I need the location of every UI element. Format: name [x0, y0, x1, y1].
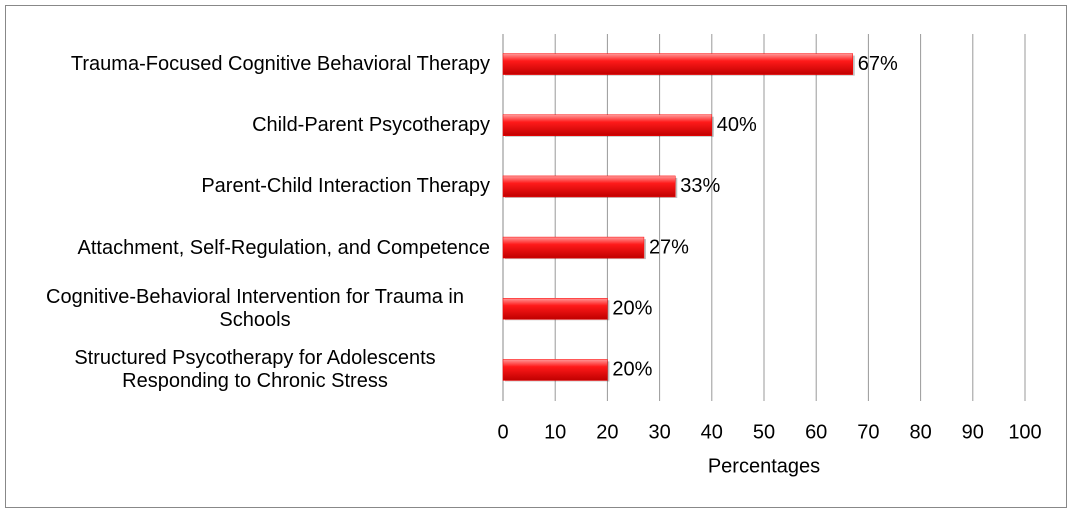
category-label-box: Parent-Child Interaction Therapy [10, 157, 490, 217]
data-label: 40% [717, 114, 757, 136]
x-tick-label: 0 [497, 421, 508, 443]
y-tick-label: Structured Psycotherapy for Adolescents … [74, 347, 436, 393]
x-tick-label: 20 [596, 421, 618, 443]
y-tick-label: Trauma-Focused Cognitive Behavioral Ther… [70, 53, 490, 76]
bar [502, 175, 676, 198]
bar [502, 298, 608, 320]
chart-border [5, 5, 1067, 508]
x-axis-label: Percentages [708, 455, 820, 477]
x-tick-label: 90 [962, 421, 984, 443]
data-label: 20% [612, 298, 652, 320]
bar [502, 359, 608, 381]
x-tick-label: 60 [805, 421, 827, 443]
x-tick-label: 10 [544, 421, 566, 443]
bar [502, 114, 713, 136]
bar [502, 236, 645, 259]
x-tick-label: 100 [1008, 421, 1041, 443]
x-tick-label: 80 [909, 421, 931, 443]
y-tick-label: Attachment, Self-Regulation, and Compete… [77, 236, 490, 259]
x-tick-label: 30 [648, 421, 670, 443]
data-label: 27% [649, 236, 689, 258]
y-tick-label: Child-Parent Psycotherapy [252, 114, 490, 137]
category-label-box: Child-Parent Psycotherapy [10, 96, 490, 156]
data-label: 33% [680, 175, 720, 197]
data-label: 20% [612, 359, 652, 381]
category-label-box: Structured Psycotherapy for Adolescents … [10, 340, 490, 400]
y-tick-label: Cognitive-Behavioral Intervention for Tr… [46, 286, 464, 332]
category-label-box: Trauma-Focused Cognitive Behavioral Ther… [10, 35, 490, 95]
data-label: 67% [858, 53, 898, 75]
x-tick-label: 40 [701, 421, 723, 443]
bar [502, 53, 853, 75]
category-label-box: Attachment, Self-Regulation, and Compete… [10, 218, 490, 278]
x-tick-label: 70 [857, 421, 879, 443]
y-tick-label: Parent-Child Interaction Therapy [201, 175, 490, 198]
category-label-box: Cognitive-Behavioral Intervention for Tr… [10, 279, 490, 339]
x-tick-label: 50 [753, 421, 775, 443]
